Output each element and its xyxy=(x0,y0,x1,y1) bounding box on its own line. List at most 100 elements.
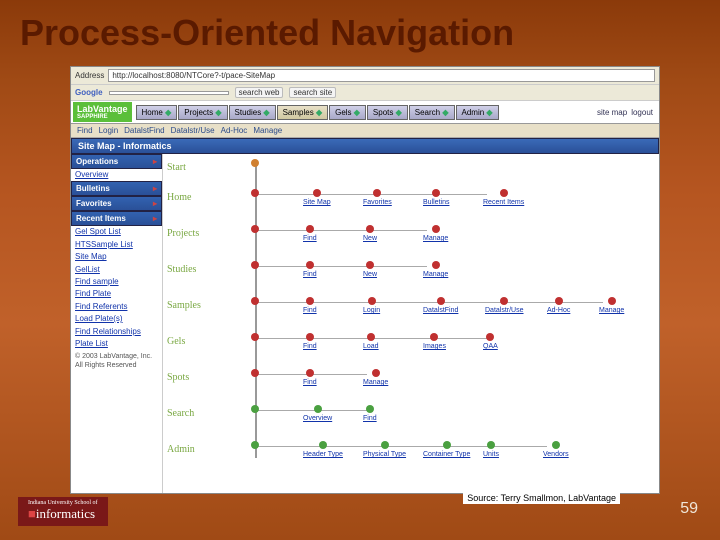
sitemap-node[interactable]: QAA xyxy=(483,333,498,351)
sitemap-node[interactable]: Manage xyxy=(423,261,448,279)
tab-projects[interactable]: Projects ◆ xyxy=(178,105,227,120)
hdr-link-logout[interactable]: logout xyxy=(631,108,653,117)
sitemap-node[interactable]: Login xyxy=(363,297,380,315)
tab-admin[interactable]: Admin ◆ xyxy=(456,105,499,120)
sitemap-node[interactable]: Load xyxy=(363,333,379,351)
sitemap-node[interactable]: Find xyxy=(303,297,317,315)
node-label: Images xyxy=(423,343,446,351)
sidebar-link[interactable]: HTSSample List xyxy=(71,239,162,251)
sidebar-link[interactable]: GelList xyxy=(71,264,162,276)
sitemap-node[interactable]: New xyxy=(363,225,377,243)
row-label: Admin xyxy=(167,444,195,455)
sitemap-node[interactable]: Find xyxy=(363,405,377,423)
sitemap-node[interactable]: Datalstr/Use xyxy=(485,297,524,315)
node-dot-icon xyxy=(373,189,381,197)
address-input[interactable]: http://localhost:8080/NTCore?-t/pace-Sit… xyxy=(108,69,655,82)
sitemap-node[interactable]: Find xyxy=(303,369,317,387)
sidebar-section-operations[interactable]: Operations▸ xyxy=(71,154,162,169)
sidebar-link[interactable]: Site Map xyxy=(71,251,162,263)
node-label: Manage xyxy=(423,271,448,279)
node-label: QAA xyxy=(483,343,498,351)
sitemap-node[interactable]: Units xyxy=(483,441,499,459)
tab-gels[interactable]: Gels ◆ xyxy=(329,105,366,120)
sitemap-node[interactable]: Vendors xyxy=(543,441,569,459)
sitemap-node[interactable]: Find xyxy=(303,225,317,243)
sidebar-section-recent-items[interactable]: Recent Items▸ xyxy=(71,211,162,226)
sitemap-node[interactable]: Physical Type xyxy=(363,441,406,459)
sidebar-section-favorites[interactable]: Favorites▸ xyxy=(71,196,162,211)
node-dot-icon xyxy=(306,225,314,233)
sidebar-link[interactable]: Find Referents xyxy=(71,301,162,313)
sidebar-link[interactable]: Gel Spot List xyxy=(71,226,162,238)
node-dot-icon xyxy=(368,297,376,305)
subnav-datalstr-use[interactable]: Datalstr/Use xyxy=(171,126,215,135)
sitemap-node[interactable]: Find xyxy=(303,333,317,351)
trunk-node xyxy=(251,405,259,415)
subnav-manage[interactable]: Manage xyxy=(253,126,282,135)
tab-spots[interactable]: Spots ◆ xyxy=(367,105,408,120)
node-label: Load xyxy=(363,343,379,351)
tab-studies[interactable]: Studies ◆ xyxy=(229,105,276,120)
node-dot-icon xyxy=(367,333,375,341)
sitemap-node[interactable]: DatalstFind xyxy=(423,297,458,315)
node-dot-icon xyxy=(487,441,495,449)
sitemap-node[interactable]: Favorites xyxy=(363,189,392,207)
sitemap-node[interactable]: Recent Items xyxy=(483,189,524,207)
copyright: © 2003 LabVantage, Inc. All Rights Reser… xyxy=(71,350,162,373)
sitemap-node[interactable]: Find xyxy=(303,261,317,279)
sitemap-node[interactable]: Overview xyxy=(303,405,332,423)
sitemap-node[interactable]: Manage xyxy=(423,225,448,243)
footer-logo: Indiana University School of ■informatic… xyxy=(18,497,108,526)
sidebar-link[interactable]: Overview xyxy=(71,169,162,181)
trunk-node xyxy=(251,261,259,271)
sidebar-link[interactable]: Plate List xyxy=(71,338,162,350)
node-dot-icon xyxy=(552,441,560,449)
sitemap-node[interactable]: New xyxy=(363,261,377,279)
sitemap-row-home: HomeSite MapFavoritesBulletinsRecent Ite… xyxy=(163,184,659,220)
node-label: New xyxy=(363,271,377,279)
node-label: Manage xyxy=(423,235,448,243)
node-dot-icon xyxy=(306,369,314,377)
sitemap-node[interactable]: Manage xyxy=(363,369,388,387)
sidebar-link[interactable]: Find Plate xyxy=(71,288,162,300)
sitemap-node[interactable]: Container Type xyxy=(423,441,470,459)
search-web-button[interactable]: search web xyxy=(235,87,284,98)
sitemap-node[interactable]: Images xyxy=(423,333,446,351)
search-site-button[interactable]: search site xyxy=(289,87,336,98)
node-dot-icon xyxy=(366,225,374,233)
hdr-link-site-map[interactable]: site map xyxy=(597,108,627,117)
node-label: Find xyxy=(303,379,317,387)
sitemap-row-search: SearchOverviewFind xyxy=(163,400,659,436)
sitemap-row-samples: SamplesFindLoginDatalstFindDatalstr/UseA… xyxy=(163,292,659,328)
sitemap-node[interactable]: Manage xyxy=(599,297,624,315)
node-label: Favorites xyxy=(363,199,392,207)
sidebar-link[interactable]: Find Relationships xyxy=(71,326,162,338)
sitemap-node[interactable]: Header Type xyxy=(303,441,343,459)
google-search-input[interactable] xyxy=(109,91,229,95)
app-header: LabVantage SAPPHIRE Home ◆Projects ◆Stud… xyxy=(71,101,659,124)
tab-samples[interactable]: Samples ◆ xyxy=(277,105,329,120)
subnav-login[interactable]: Login xyxy=(99,126,119,135)
node-dot-icon xyxy=(432,261,440,269)
sidebar-section-bulletins[interactable]: Bulletins▸ xyxy=(71,181,162,196)
browser-window: Address http://localhost:8080/NTCore?-t/… xyxy=(70,66,660,494)
sitemap-node[interactable]: Bulletins xyxy=(423,189,449,207)
sitemap-node[interactable]: Ad-Hoc xyxy=(547,297,570,315)
subnav-datalstfind[interactable]: DatalstFind xyxy=(124,126,164,135)
sidebar-link[interactable]: Load Plate(s) xyxy=(71,313,162,325)
tab-search[interactable]: Search ◆ xyxy=(409,105,455,120)
sitemap-row-studies: StudiesFindNewManage xyxy=(163,256,659,292)
subnav-ad-hoc[interactable]: Ad-Hoc xyxy=(221,126,248,135)
node-label: Login xyxy=(363,307,380,315)
node-label: Find xyxy=(303,271,317,279)
node-dot-icon xyxy=(372,369,380,377)
node-label: Manage xyxy=(363,379,388,387)
sub-nav: Find Login DatalstFind Datalstr/Use Ad-Hoc Ma… xyxy=(71,124,659,138)
tab-home[interactable]: Home ◆ xyxy=(136,105,178,120)
node-label: Physical Type xyxy=(363,451,406,459)
sidebar-link[interactable]: Find sample xyxy=(71,276,162,288)
row-label: Start xyxy=(167,162,186,173)
subnav-find[interactable]: Find xyxy=(77,126,93,135)
node-dot-icon xyxy=(437,297,445,305)
sitemap-node[interactable]: Site Map xyxy=(303,189,331,207)
